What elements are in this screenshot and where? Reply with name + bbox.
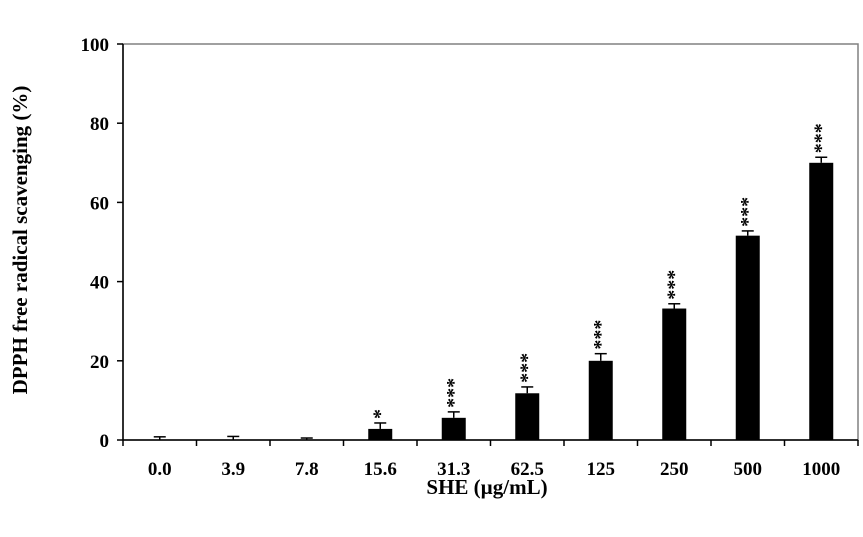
bar (368, 428, 393, 440)
error-bars-group (153, 156, 828, 440)
x-tick-label: 500 (734, 459, 763, 480)
y-tick-label: 0 (100, 431, 110, 452)
bar (735, 235, 760, 440)
significance-label: *** (516, 353, 538, 383)
y-tick-label: 40 (90, 273, 109, 294)
significance-label: *** (663, 270, 685, 300)
x-tick-label: 1000 (802, 459, 840, 480)
y-tick-label: 60 (90, 193, 109, 214)
x-axis-title: SHE (µg/mL) (426, 475, 547, 499)
x-tick-label: 62.5 (511, 459, 544, 480)
significance-group: ******************* (369, 123, 832, 419)
significance-label: *** (737, 197, 759, 227)
y-tick-label: 20 (90, 352, 109, 373)
x-tick-label: 7.8 (295, 459, 319, 480)
x-tick-label: 250 (660, 459, 689, 480)
y-tick-label: 80 (90, 114, 109, 135)
bar (588, 360, 613, 440)
y-tick-labels-group: 0 20 40 60 80 100 (81, 35, 110, 452)
x-tick-label: 15.6 (364, 459, 397, 480)
x-tick-labels-group: 0.0 3.9 7.8 15.6 31.3 62.5 125 250 500 1000 (148, 459, 840, 480)
bars-group (368, 162, 834, 441)
y-tick-label: 100 (81, 35, 110, 56)
significance-label: *** (443, 378, 465, 408)
bar (515, 393, 540, 440)
significance-label: * (369, 409, 391, 419)
bar (662, 308, 687, 440)
significance-label: *** (590, 320, 612, 350)
x-tick-label: 3.9 (221, 459, 245, 480)
significance-label: *** (810, 123, 832, 153)
bar (441, 417, 466, 440)
x-tick-label: 0.0 (148, 459, 172, 480)
x-tick-label: 125 (587, 459, 616, 480)
y-axis-title: DPPH free radical scavenging (%) (8, 86, 32, 395)
axes-group (117, 43, 859, 446)
x-tick-label: 31.3 (437, 459, 470, 480)
bar (809, 162, 834, 441)
